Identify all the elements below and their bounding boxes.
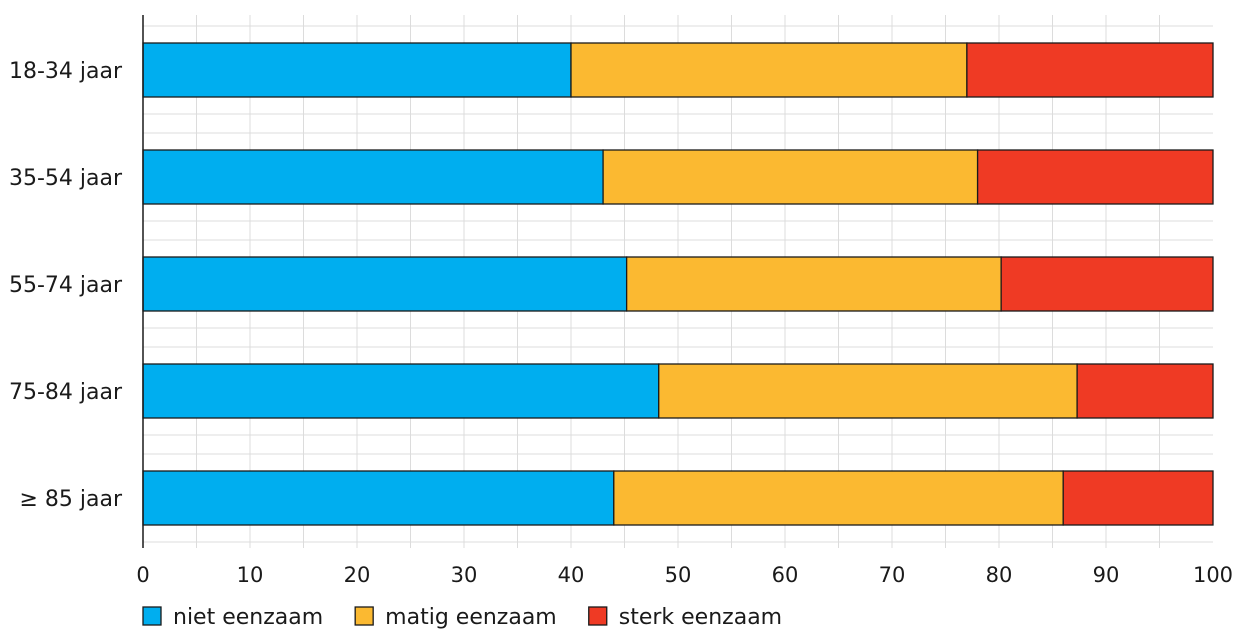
bar-segment: [570, 42, 968, 98]
bar-segment: [658, 363, 1078, 419]
bar-segment: [142, 42, 572, 98]
bar-segment: [1062, 470, 1214, 526]
bar-segment: [625, 256, 1002, 312]
x-tick-label: 100: [1193, 563, 1233, 587]
bar-segment: [976, 149, 1214, 205]
x-tick-label: 0: [136, 563, 149, 587]
bars: [142, 42, 1214, 526]
bar-segment: [142, 470, 615, 526]
legend-swatch: [588, 606, 608, 626]
labels: 18-34 jaar 35-54 jaar 55-74 jaar 75-84 jaar…: [9, 59, 1233, 587]
category-label: 75-84 jaar: [9, 380, 123, 405]
x-tick-label: 60: [772, 563, 799, 587]
category-label: 35-54 jaar: [9, 166, 123, 191]
legend-swatch: [142, 606, 162, 626]
x-tick-label: 80: [986, 563, 1013, 587]
legend-label: niet eenzaam: [173, 605, 323, 630]
bar-segment: [142, 256, 628, 312]
legend-swatch: [354, 606, 374, 626]
category-label: 18-34 jaar: [9, 59, 123, 84]
bar-segment: [1000, 256, 1214, 312]
legend: niet eenzaam matig eenzaam sterk eenzaam: [142, 605, 782, 630]
legend-label: sterk eenzaam: [619, 605, 782, 630]
bar-segment: [142, 149, 604, 205]
x-tick-label: 90: [1093, 563, 1120, 587]
x-tick-label: 20: [344, 563, 371, 587]
x-tick-label: 30: [451, 563, 478, 587]
bar-segment: [142, 363, 660, 419]
category-label: 55-74 jaar: [9, 273, 123, 298]
x-tick-label: 70: [879, 563, 906, 587]
x-tick-label: 40: [558, 563, 585, 587]
category-label: ≥ 85 jaar: [19, 487, 122, 512]
bar-segment: [613, 470, 1064, 526]
bar-segment: [1076, 363, 1214, 419]
bar-segment: [966, 42, 1214, 98]
bar-segment: [602, 149, 979, 205]
legend-label: matig eenzaam: [385, 605, 557, 630]
x-tick-label: 50: [665, 563, 692, 587]
x-tick-label: 10: [237, 563, 264, 587]
